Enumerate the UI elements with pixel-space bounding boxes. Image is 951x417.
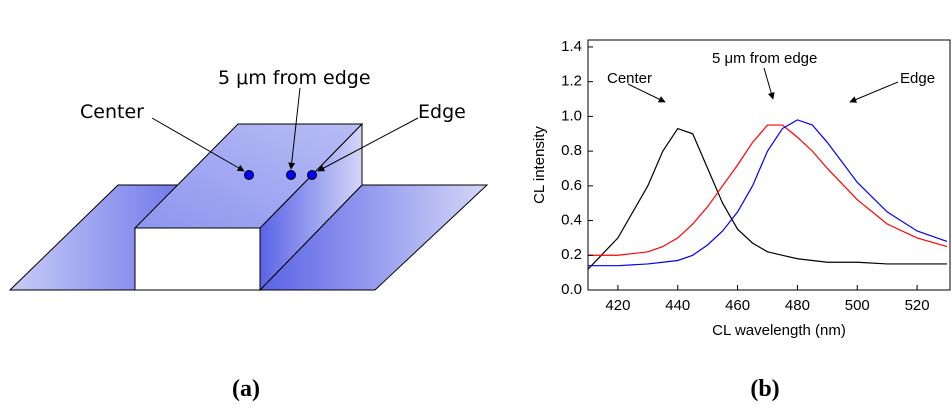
series-line bbox=[588, 125, 947, 255]
left-wall bbox=[135, 228, 260, 290]
x-tick-label: 480 bbox=[785, 297, 810, 314]
arrow bbox=[850, 82, 898, 102]
y-tick-label: 0.4 bbox=[561, 212, 582, 229]
annotation: 5 μm from edge bbox=[712, 50, 817, 67]
dot bbox=[308, 171, 317, 180]
x-tick-label: 420 bbox=[605, 297, 630, 314]
figure: Center 5 μm from edge Edge (a) (b) Cente… bbox=[0, 0, 951, 417]
x-tick-label: 500 bbox=[845, 297, 870, 314]
y-tick-label: 1.2 bbox=[561, 73, 582, 90]
annotation: Edge bbox=[900, 70, 935, 87]
y-axis-label: CL intensity bbox=[531, 126, 548, 204]
dot bbox=[245, 171, 254, 180]
diagram-label: Edge bbox=[418, 101, 466, 123]
y-tick-label: 0.0 bbox=[561, 281, 582, 298]
y-tick-label: 1.0 bbox=[561, 107, 582, 124]
diagram-label: Center bbox=[80, 101, 144, 123]
y-tick-label: 1.4 bbox=[561, 38, 582, 55]
series-line bbox=[588, 120, 947, 266]
x-tick-label: 460 bbox=[725, 297, 750, 314]
x-axis-label: CL wavelength (nm) bbox=[712, 322, 846, 339]
panel-label: (a) bbox=[232, 376, 260, 402]
arrow bbox=[764, 68, 773, 99]
dot bbox=[287, 171, 296, 180]
diagram-label: 5 μm from edge bbox=[218, 67, 371, 89]
y-tick-label: 0.8 bbox=[561, 142, 582, 159]
x-tick-label: 520 bbox=[905, 297, 930, 314]
y-tick-label: 0.6 bbox=[561, 177, 582, 194]
x-tick-label: 440 bbox=[665, 297, 690, 314]
annotation: Center bbox=[607, 70, 652, 87]
y-tick-label: 0.2 bbox=[561, 246, 582, 263]
series-line bbox=[588, 129, 947, 270]
diagram: Center 5 μm from edge Edge bbox=[10, 67, 487, 290]
chart: Center 5 μm from edge Edge 0.0 0.2 0.4 0.6 0… bbox=[531, 38, 950, 339]
panel-label: (b) bbox=[750, 376, 779, 402]
